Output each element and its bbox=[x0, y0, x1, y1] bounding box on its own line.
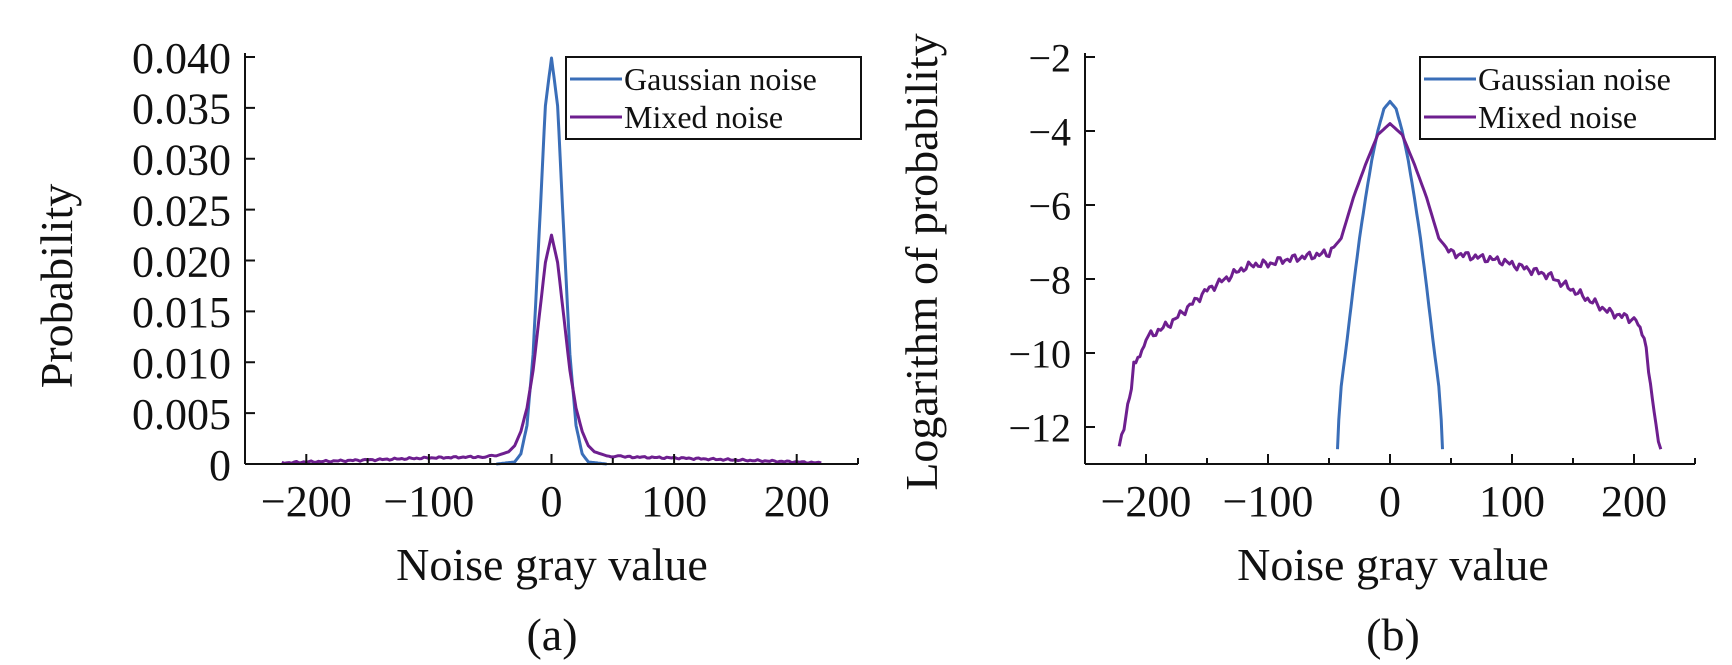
panel-b-legend-label-gaussian: Gaussian noise bbox=[1478, 61, 1671, 97]
panel-a-y-tick-label: 0.035 bbox=[132, 85, 231, 134]
panel-a-y-tick-label: 0.025 bbox=[132, 186, 231, 235]
panel-a-y-tick-label: 0.015 bbox=[132, 288, 231, 337]
panel-b-x-tick-label: −200 bbox=[1101, 477, 1192, 526]
panel-a-legend-label-gaussian: Gaussian noise bbox=[624, 61, 817, 97]
panel-b-y-tick-label: −2 bbox=[1028, 35, 1071, 80]
panel-a-y-tick-label: 0 bbox=[209, 441, 231, 490]
panel-b-y-axis-title: Logarithm of probability bbox=[896, 33, 947, 490]
panel-a-x-tick-label: 200 bbox=[764, 477, 830, 526]
panel-a-label: (a) bbox=[526, 609, 577, 660]
panel-b-y-tick-label: −4 bbox=[1028, 109, 1071, 154]
panel-a-x-tick-label: 100 bbox=[641, 477, 707, 526]
panel-a-y-tick-label: 0.010 bbox=[132, 339, 231, 388]
panel-a-legend-label-mixed: Mixed noise bbox=[624, 99, 783, 135]
panel-b-y-tick-label: −10 bbox=[1008, 331, 1071, 376]
panel-b-x-tick-label: 100 bbox=[1479, 477, 1545, 526]
panel-a-series-mixed bbox=[281, 233, 822, 465]
panel-a-series-gaussian bbox=[496, 56, 607, 466]
panel-a-ticks: −200 −100 0 100 20000.0050.0100.0150.0200.02… bbox=[132, 34, 859, 526]
panel-b: −200 −100 0 100 200 −2 −4 −6 −8 −10 −12 Noise gray… bbox=[896, 33, 1716, 660]
panel-a-y-tick-label: 0.040 bbox=[132, 34, 231, 83]
panel-a-x-tick-label: −100 bbox=[383, 477, 474, 526]
panel-b-legend-box bbox=[1419, 56, 1716, 140]
panel-b-y-tick-label: −6 bbox=[1028, 183, 1071, 228]
panel-b-label: (b) bbox=[1366, 609, 1420, 660]
panel-a-y-axis-title: Probability bbox=[31, 184, 82, 388]
panel-b-x-tick-label: 0 bbox=[1379, 477, 1401, 526]
panel-b-x-tick-label: −100 bbox=[1223, 477, 1314, 526]
panel-b-legend-label-mixed: Mixed noise bbox=[1478, 99, 1637, 135]
panel-b-ticks: −200 −100 0 100 200 −2 −4 −6 −8 −10 −12 bbox=[1008, 35, 1696, 526]
panel-b-series-mixed bbox=[1117, 122, 1663, 450]
panel-b-y-tick-label: −8 bbox=[1028, 257, 1071, 302]
panel-a-y-tick-label: 0.020 bbox=[132, 237, 231, 286]
panel-b-series-gaussian bbox=[1336, 99, 1444, 450]
panel-a: −200 −100 0 100 20000.0050.0100.0150.0200.02… bbox=[31, 34, 862, 660]
panel-a-x-axis-title: Noise gray value bbox=[396, 539, 708, 590]
panel-b-y-tick-label: −12 bbox=[1008, 405, 1071, 450]
panel-b-x-tick-label: 200 bbox=[1601, 477, 1667, 526]
panel-b-plot-lines bbox=[1117, 99, 1663, 450]
panel-a-plot-lines bbox=[281, 56, 822, 466]
panel-a-y-tick-label: 0.030 bbox=[132, 136, 231, 185]
panel-b-legend: Gaussian noise Mixed noise bbox=[1419, 56, 1716, 140]
panel-a-legend-box bbox=[565, 56, 862, 140]
panel-b-x-axis-title: Noise gray value bbox=[1237, 539, 1549, 590]
panel-a-x-tick-label: 0 bbox=[541, 477, 563, 526]
panel-a-y-tick-label: 0.005 bbox=[132, 390, 231, 439]
panel-a-x-tick-label: −200 bbox=[261, 477, 352, 526]
panel-a-legend: Gaussian noise Mixed noise bbox=[565, 56, 862, 140]
